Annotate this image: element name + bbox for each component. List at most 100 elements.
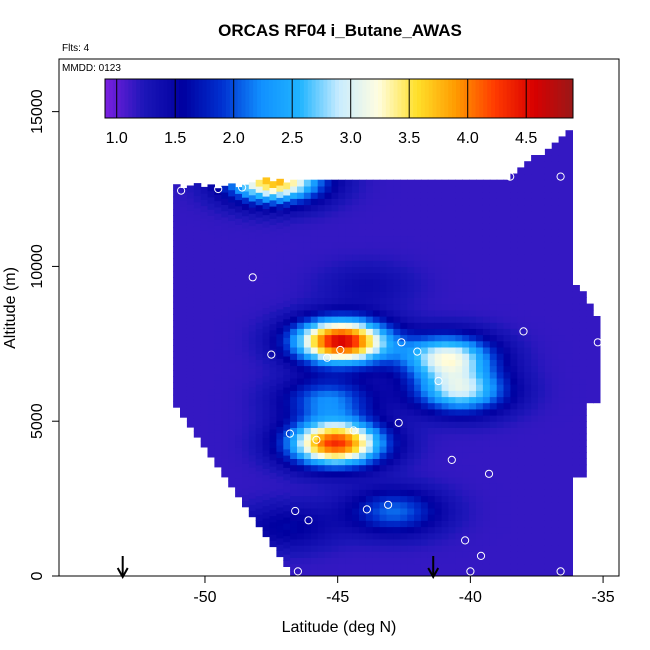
heatmap-cell (393, 452, 401, 459)
heatmap-cell (283, 362, 291, 369)
heatmap-cell (441, 216, 450, 224)
heatmap-cell (200, 422, 209, 429)
heatmap-cell (517, 235, 525, 243)
heatmap-cell (269, 329, 277, 337)
heatmap-cell (551, 526, 560, 534)
heatmap-cell (255, 477, 264, 484)
heatmap-cell (565, 408, 573, 416)
sample-marker (304, 516, 313, 525)
heatmap-cell (503, 185, 511, 193)
heatmap-cell (393, 303, 401, 311)
heatmap-cell (235, 379, 243, 386)
heatmap-cell (510, 285, 518, 292)
heatmap-cell (551, 179, 560, 187)
heatmap-cell (489, 446, 498, 453)
heatmap-cell (290, 291, 298, 298)
heatmap-cell (352, 235, 360, 243)
heatmap-cell (379, 402, 388, 410)
heatmap-cell (476, 415, 484, 422)
heatmap-cell (551, 489, 560, 497)
heatmap-cell (338, 507, 346, 515)
heatmap-cell (538, 569, 546, 576)
heatmap-cell (462, 291, 470, 298)
heatmap-cell (462, 415, 470, 422)
heatmap-cell (482, 390, 491, 398)
heatmap-cell (414, 476, 422, 484)
heatmap-cell (420, 260, 429, 267)
heatmap-cell (400, 415, 408, 422)
heatmap-cell (262, 425, 271, 432)
heatmap-cell (338, 303, 346, 311)
heatmap-cell (386, 464, 394, 472)
heatmap-cell (420, 216, 429, 224)
heatmap-cell (489, 322, 498, 329)
heatmap-cell (324, 415, 333, 422)
heatmap-cell (331, 545, 339, 552)
heatmap-cell (544, 371, 553, 379)
heatmap-cell (579, 402, 587, 410)
colorbar-segment (401, 79, 406, 118)
heatmap-cell (462, 483, 470, 490)
heatmap-cell (324, 551, 333, 558)
heatmap-cell (503, 489, 511, 497)
heatmap-cell (372, 545, 381, 552)
heatmap-cell (345, 408, 353, 416)
heatmap-cell (207, 450, 215, 458)
heatmap-cell (503, 353, 511, 360)
heatmap-cell (476, 501, 484, 509)
heatmap-cell (441, 408, 450, 416)
heatmap-cell (297, 452, 305, 459)
heatmap-cell (262, 220, 271, 228)
heatmap-cell (420, 247, 429, 255)
heatmap-cell (255, 248, 264, 255)
heatmap-cell (558, 291, 567, 298)
heatmap-cell (365, 563, 374, 571)
heatmap-cell (407, 198, 415, 206)
heatmap-cell (303, 402, 312, 410)
heatmap-cell (262, 524, 271, 531)
heatmap-cell (510, 278, 518, 286)
heatmap-cell (228, 307, 236, 314)
heatmap-cell (297, 272, 305, 280)
heatmap-cell (303, 334, 312, 342)
heatmap-cell (482, 545, 491, 552)
heatmap-cell (420, 185, 429, 193)
heatmap-cell (551, 470, 560, 478)
heatmap-cell (579, 303, 587, 311)
heatmap-cell (482, 476, 491, 484)
heatmap-cell (303, 452, 312, 459)
heatmap-cell (476, 563, 484, 571)
heatmap-cell (427, 408, 436, 416)
colorbar-segment (506, 79, 512, 118)
heatmap-cell (283, 417, 291, 425)
heatmap-cell (372, 514, 381, 521)
heatmap-cell (551, 415, 560, 422)
heatmap-cell (269, 267, 277, 275)
heatmap-cell (524, 384, 532, 391)
heatmap-cell (193, 344, 202, 351)
heatmap-cell (593, 346, 601, 354)
heatmap-cell (297, 291, 305, 298)
heatmap-cell (441, 520, 450, 528)
heatmap-cell (303, 291, 312, 298)
heatmap-cell (393, 210, 401, 218)
heatmap-cell (303, 340, 312, 348)
heatmap-cell (414, 439, 422, 447)
heatmap-cell (469, 278, 477, 286)
heatmap-cell (365, 446, 374, 453)
heatmap-cell (324, 464, 333, 472)
heatmap-cell (503, 557, 511, 565)
heatmap-cell (214, 256, 222, 264)
heatmap-cell (544, 266, 553, 274)
heatmap-cell (317, 316, 326, 323)
heatmap-cell (434, 452, 443, 459)
heatmap-cell (531, 514, 539, 521)
heatmap-cell (193, 214, 202, 221)
heatmap-cell (434, 557, 443, 565)
heatmap-cell (269, 298, 277, 306)
heatmap-cell (283, 188, 291, 196)
heatmap-cell (427, 371, 436, 379)
heatmap-cell (173, 351, 181, 359)
heatmap-cell (517, 415, 525, 422)
heatmap-cell (221, 309, 229, 317)
